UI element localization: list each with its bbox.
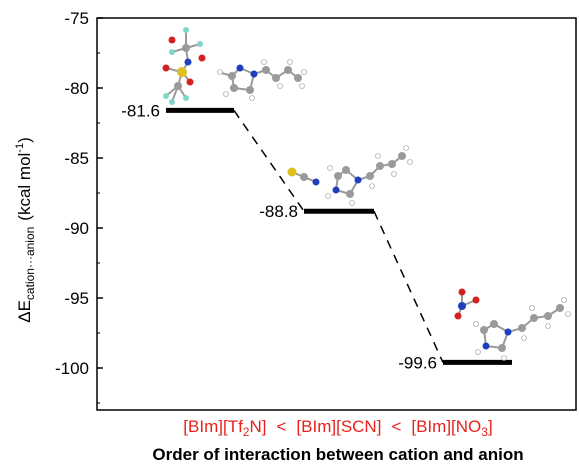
molecule-scn-atoms: [287, 145, 413, 206]
level-connector: [373, 210, 444, 363]
y-axis-label: ΔEcation···anion (kcal mol-1): [14, 137, 37, 323]
y-tick-label: -75: [64, 9, 89, 28]
energy-levels: -81.6 -88.8 -99.6: [121, 101, 512, 372]
x-axis-title: Order of interaction between cation and …: [152, 445, 523, 464]
molecule-no3-atoms: [454, 288, 571, 361]
energy-level-label: -99.6: [398, 353, 437, 372]
energy-level-label: -88.8: [259, 202, 298, 221]
y-tick-label: -85: [64, 149, 89, 168]
ordering-pair-1: [BIm][Tf: [183, 417, 243, 436]
y-axis-label-units-close: ): [15, 137, 34, 143]
y-axis-label-subscript: cation···anion: [23, 227, 37, 300]
energy-level-label: -81.6: [121, 101, 160, 120]
y-tick-label: -100: [55, 359, 89, 378]
y-tick-label: -95: [64, 289, 89, 308]
ordering-separator-1: <: [276, 417, 286, 436]
ordering-pair-1-sub: 2: [243, 425, 250, 439]
ordering-separator-2: <: [391, 417, 401, 436]
y-tick-label: -90: [64, 219, 89, 238]
y-axis-label-units-sup: -1: [14, 143, 26, 153]
y-axis-ticks: -75 -80 -85 -90 -95 -100: [55, 9, 103, 404]
ordering-pair-2: [BIm][SCN]: [296, 417, 381, 436]
y-axis-label-units: (kcal mol: [15, 153, 34, 221]
molecule-scn: [291, 155, 403, 195]
level-connectors: [233, 109, 444, 363]
ordering-pair-3-sub: 3: [481, 425, 488, 439]
level-connector: [233, 109, 305, 212]
ordering-text: [BIm][Tf2N] < [BIm][SCN] < [BIm][NO3]: [183, 417, 492, 439]
ordering-pair-3: [BIm][NO: [411, 417, 481, 436]
y-tick-label: -80: [64, 79, 89, 98]
y-axis-label-main: ΔE: [15, 300, 34, 323]
plot-frame: [96, 17, 577, 411]
molecule-tf2n-atoms: [162, 27, 307, 105]
